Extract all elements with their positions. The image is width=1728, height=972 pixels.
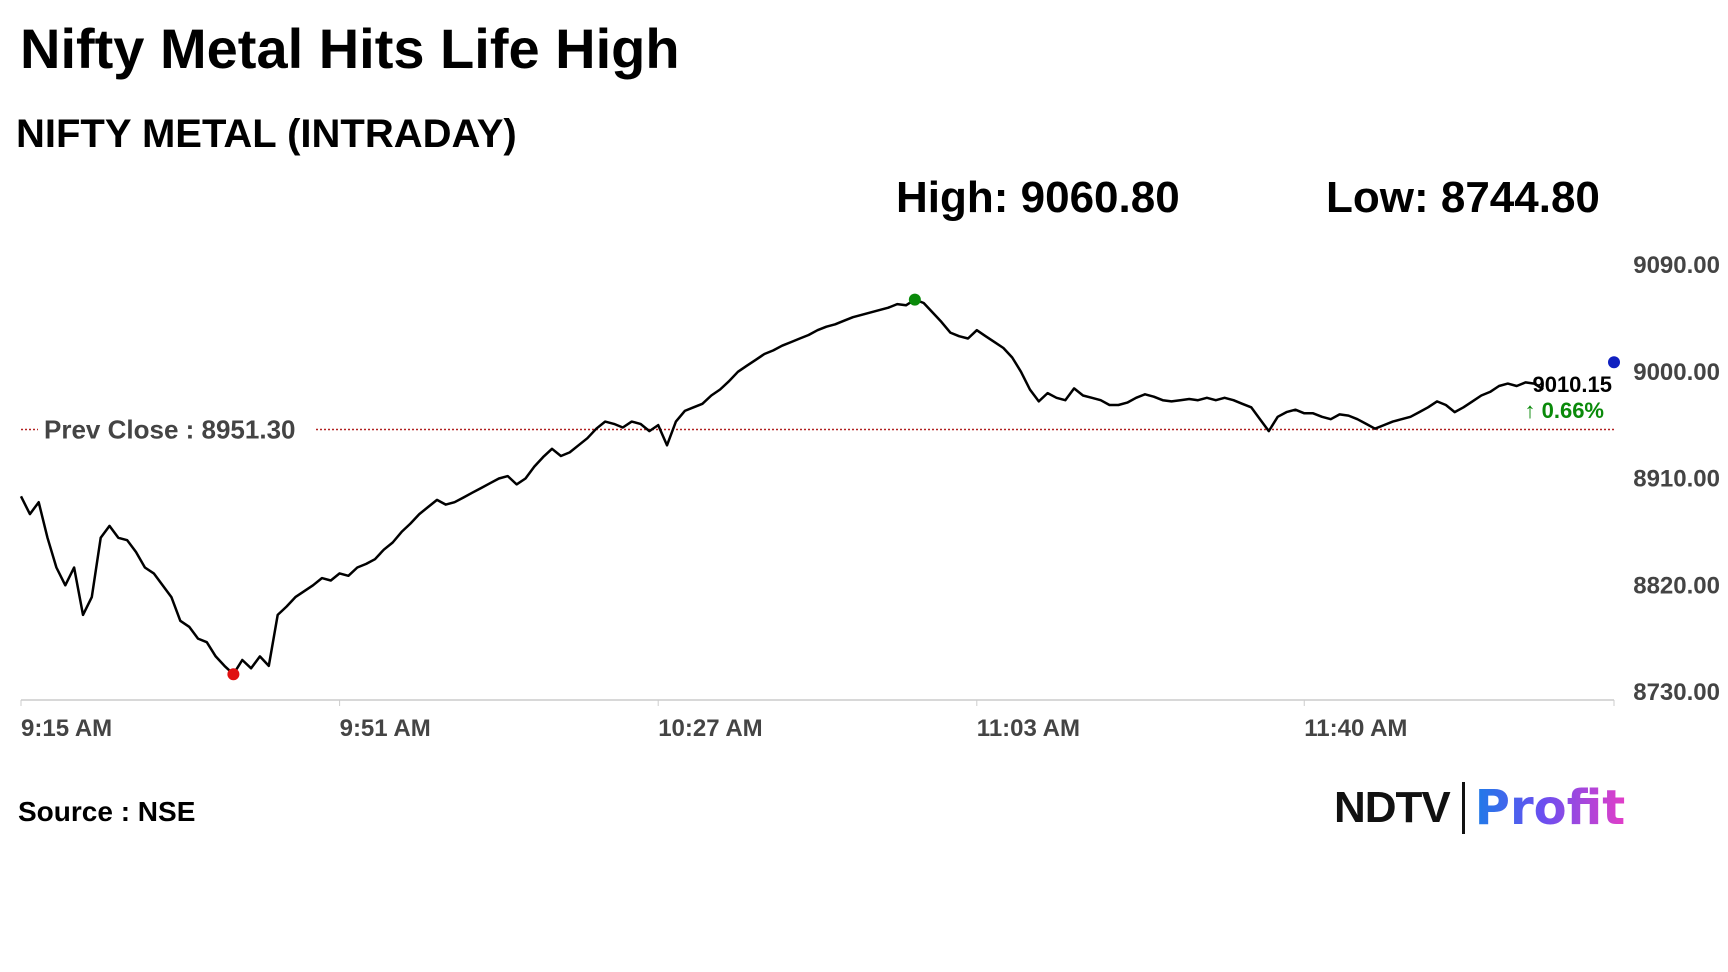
x-tick-label: 11:03 AM (977, 715, 1080, 742)
series-group (19, 298, 1544, 676)
y-tick-label: 8910.00 (1633, 466, 1720, 493)
low-stat: Low: 8744.80 (1326, 173, 1600, 222)
source-note: Source : NSE (18, 796, 196, 827)
y-axis: 9090.00 9000.00 8910.00 8820.00 8730.00 (1633, 252, 1720, 706)
low-marker (227, 668, 240, 681)
high-marker (908, 293, 921, 306)
change-label: ↑ 0.66% (1525, 398, 1605, 423)
x-tick-label: 11:40 AM (1304, 715, 1407, 742)
marker-group (227, 293, 1620, 681)
ndtv-profit-logo: NDTV Profit (1334, 776, 1625, 840)
label-group: 9010.15↑ 0.66% (1525, 372, 1613, 423)
prev-close-label: Prev Close : 8951.30 (44, 415, 296, 445)
chart-area: 9:15 AM 9:51 AM 10:27 AM 11:03 AM 11:40 AM 9… (19, 252, 1720, 742)
x-tick-label: 10:27 AM (658, 715, 762, 742)
last-value-label: 9010.15 (1532, 372, 1612, 397)
y-tick-label: 8730.00 (1633, 679, 1720, 706)
prev-close-group: Prev Close : 8951.30 (21, 415, 1614, 445)
y-tick-label: 9000.00 (1633, 359, 1720, 386)
x-tick-label: 9:15 AM (21, 715, 112, 742)
x-tick-label: 9:51 AM (340, 715, 431, 742)
headline: Nifty Metal Hits Life High (20, 17, 680, 80)
x-axis: 9:15 AM 9:51 AM 10:27 AM 11:03 AM 11:40 AM (20, 699, 1615, 742)
last-marker (1608, 356, 1620, 369)
logo-brand: NDTV (1334, 783, 1451, 832)
logo-divider (1461, 782, 1465, 834)
logo-product: Profit (1475, 776, 1625, 840)
y-tick-label: 9090.00 (1633, 252, 1720, 279)
y-tick-label: 8820.00 (1633, 572, 1720, 599)
price-line (19, 298, 1544, 676)
chart-title: NIFTY METAL (INTRADAY) (16, 112, 517, 156)
high-stat: High: 9060.80 (896, 173, 1180, 222)
